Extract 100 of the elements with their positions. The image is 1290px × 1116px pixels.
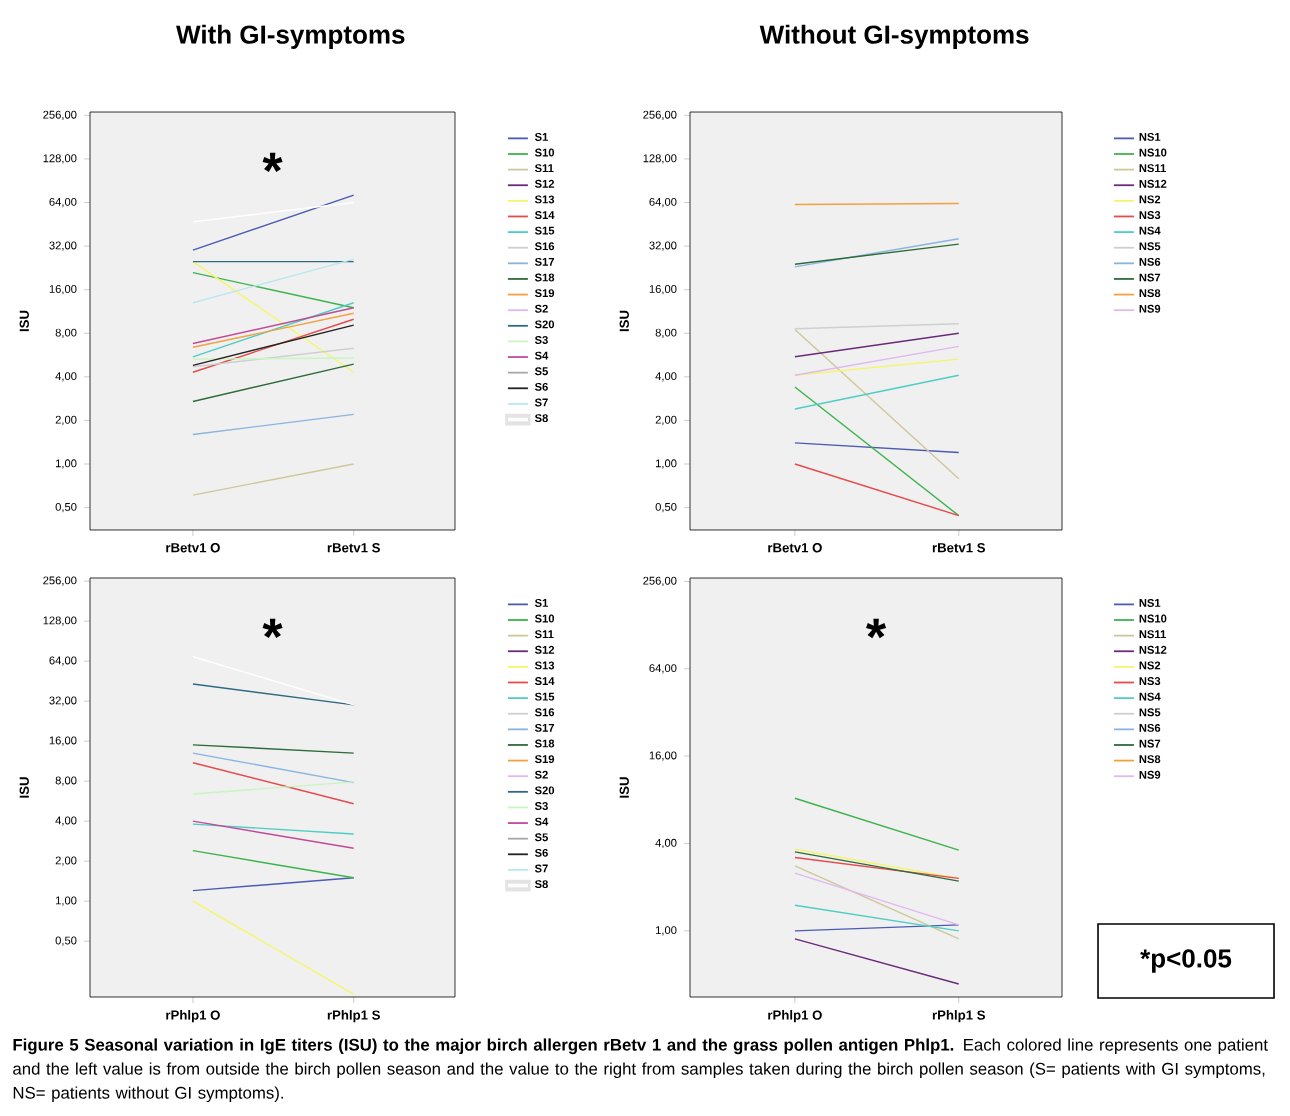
legend-label: S18 — [534, 739, 555, 748]
legend-label: S18 — [534, 273, 555, 282]
annotation: * — [262, 152, 283, 172]
y-tick-label: 1,00 — [55, 459, 77, 469]
legend-label: NS5 — [1139, 242, 1161, 251]
y-tick-label: 256,00 — [643, 576, 677, 587]
y-tick-label: 16,00 — [649, 751, 677, 761]
legend-label: NS11 — [1139, 630, 1166, 639]
legend-label: NS7 — [1139, 273, 1161, 282]
legend-label: NS9 — [1139, 304, 1161, 313]
legend-label: S4 — [534, 351, 549, 360]
legend-label: NS3 — [1139, 211, 1161, 220]
legend-label: S2 — [534, 770, 548, 779]
y-tick-label: 0,50 — [655, 502, 677, 513]
y-tick-label: 8,00 — [55, 328, 77, 338]
y-tick-label: 16,00 — [649, 285, 677, 295]
legend-label: S11 — [534, 630, 554, 639]
legend-label: NS8 — [1139, 289, 1161, 298]
x-tick-label: rBetv1 O — [768, 543, 822, 553]
legend-label: NS1 — [1139, 132, 1161, 141]
legend-label: S19 — [534, 755, 555, 764]
legend-label: NS1 — [1139, 599, 1161, 607]
legend-label: S3 — [534, 802, 548, 810]
text: Figure 5 Seasonal variation in IgE titers (ISU) to the major birch allergen rBetv 1 and the grass pollen antigen Phlp1. Each colored line represents one patient and the left value is from outside the birch pollen season and the value to the right from samples taken during the birch pollen season (S= patients with GI symptoms, NS= patients without GI symptoms). — [13, 1038, 1268, 1103]
y-tick-label: 16,00 — [49, 285, 77, 295]
x-tick-label: rPhlp1 O — [166, 1010, 220, 1023]
legend-label: NS10 — [1139, 614, 1167, 623]
y-axis-title: ISU — [19, 777, 29, 798]
legend-label: S5 — [534, 367, 548, 376]
y-tick-label: 2,00 — [655, 415, 677, 426]
y-tick-label: 128,00 — [43, 154, 77, 164]
legend-label: NS7 — [1139, 739, 1161, 748]
legend-label: S7 — [534, 398, 548, 407]
y-tick-label: 4,00 — [55, 816, 77, 826]
x-tick-label: rPhlp1 S — [327, 1010, 380, 1023]
legend-label: NS12 — [1139, 179, 1167, 188]
y-tick-label: 2,00 — [55, 856, 77, 866]
legend-label: S13 — [534, 195, 555, 204]
y-tick-label: 4,00 — [655, 372, 677, 382]
y-tick-label: 64,00 — [49, 197, 77, 208]
legend-label: S7 — [534, 864, 548, 873]
y-tick-label: 0,50 — [55, 502, 77, 513]
y-tick-label: 64,00 — [49, 656, 77, 666]
legend-label: NS4 — [1139, 226, 1161, 235]
legend-label: NS4 — [1139, 692, 1161, 701]
legend-label: NS9 — [1139, 770, 1161, 779]
y-tick-label: 128,00 — [643, 154, 677, 164]
y-tick-label: 64,00 — [649, 197, 677, 208]
legend-label: S20 — [534, 320, 555, 329]
y-tick-label: 4,00 — [55, 372, 77, 382]
legend-label: S16 — [534, 242, 555, 251]
legend-label: S10 — [534, 614, 555, 623]
y-tick-label: 32,00 — [49, 241, 77, 251]
legend-label: S15 — [534, 692, 555, 701]
y-tick-label: 256,00 — [643, 110, 677, 120]
legend-label: S4 — [534, 817, 549, 826]
legend-label: S8 — [534, 414, 548, 423]
legend-label: NS11 — [1139, 164, 1166, 173]
y-axis-title: ISU — [619, 310, 629, 332]
legend-label: S13 — [534, 661, 555, 670]
legend-label: S16 — [534, 708, 555, 717]
legend-label: NS2 — [1139, 661, 1161, 670]
y-tick-label: 1,00 — [655, 459, 677, 469]
y-tick-label: 256,00 — [43, 110, 77, 120]
legend-label: S2 — [534, 304, 548, 313]
y-tick-label: 1,00 — [55, 896, 77, 906]
chart-title: Without GI-symptoms — [759, 24, 1029, 49]
legend-label: NS12 — [1139, 645, 1167, 654]
annotation: * — [262, 618, 283, 639]
legend-label: S14 — [534, 677, 555, 685]
legend-label: S11 — [534, 164, 554, 173]
legend-label: S20 — [534, 786, 555, 795]
legend-label: S19 — [534, 289, 555, 298]
legend-label: S1 — [534, 598, 548, 607]
y-tick-label: 128,00 — [43, 616, 77, 626]
legend-label: S12 — [534, 179, 555, 188]
text: *p<0.05 — [1140, 949, 1232, 973]
legend-label: S17 — [534, 723, 555, 732]
y-tick-label: 2,00 — [55, 415, 77, 426]
legend-label: NS6 — [1139, 723, 1161, 732]
legend-label: S6 — [534, 848, 548, 857]
y-axis-title: ISU — [619, 777, 629, 798]
legend-label: S5 — [534, 833, 548, 842]
x-tick-label: rPhlp1 O — [768, 1010, 822, 1023]
x-tick-label: rPhlp1 S — [932, 1010, 986, 1023]
annotation: * — [866, 618, 887, 639]
legend-label: S8 — [534, 880, 548, 889]
y-tick-label: 1,00 — [655, 926, 677, 936]
x-tick-label: rBetv1 S — [327, 543, 380, 553]
y-tick-label: 16,00 — [49, 736, 77, 746]
legend-label: S3 — [534, 336, 548, 344]
legend-label: NS8 — [1139, 755, 1161, 764]
legend-label: NS10 — [1139, 148, 1167, 157]
y-tick-label: 8,00 — [655, 328, 677, 338]
legend-label: NS3 — [1139, 677, 1161, 686]
y-tick-label: 0,50 — [55, 936, 77, 946]
legend-label: NS6 — [1139, 257, 1161, 266]
y-tick-label: 64,00 — [649, 664, 677, 674]
legend-label: S10 — [534, 148, 555, 157]
chart-title: With GI-symptoms — [176, 24, 405, 49]
